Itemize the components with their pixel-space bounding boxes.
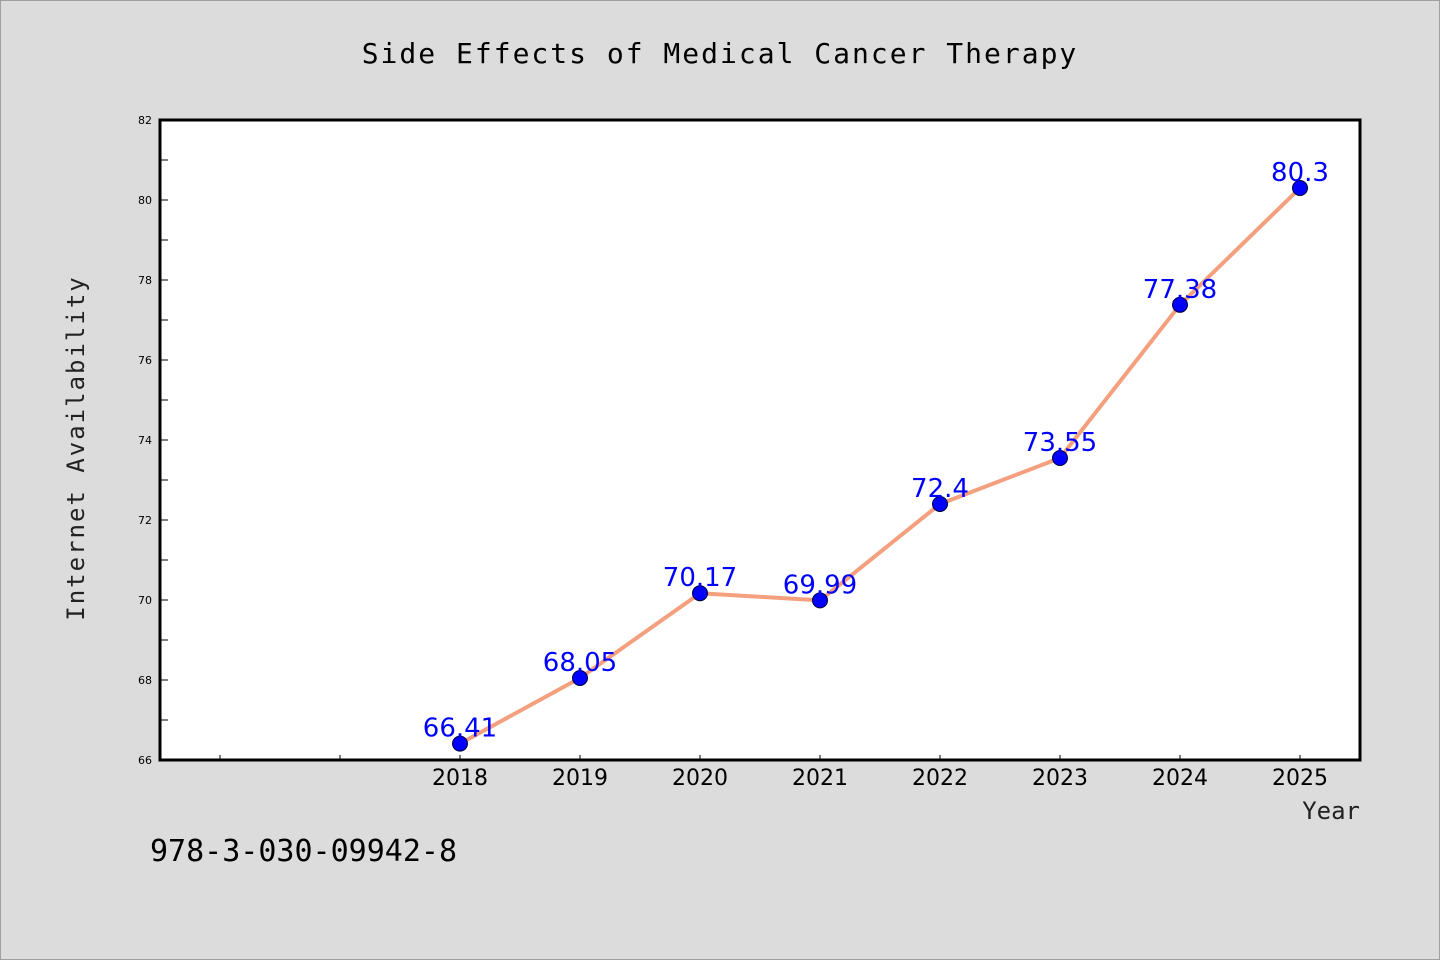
isbn-note: 978-3-030-09942-8 (150, 834, 458, 869)
x-tick-label: 2023 (1032, 766, 1088, 791)
data-label: 66.41 (423, 714, 497, 744)
x-axis-label: Year (1302, 797, 1360, 825)
x-tick-label: 2024 (1152, 766, 1208, 791)
y-tick-label: 72 (138, 514, 152, 527)
x-tick-label: 2025 (1272, 766, 1328, 791)
data-point (452, 735, 468, 752)
x-tick-label: 2019 (552, 766, 608, 791)
plot-area (158, 118, 1362, 762)
data-point (1292, 180, 1308, 196)
data-point (932, 496, 948, 512)
data-point (812, 592, 828, 609)
data-label: 77.38 (1143, 275, 1217, 305)
data-point (692, 585, 708, 602)
series-layer: 66.41 68.05 70.17 69.99 72.4 73.55 77.38 80.3 (423, 158, 1329, 752)
data-label: 68.05 (543, 648, 617, 678)
data-label: 73.55 (1023, 428, 1097, 458)
y-tick-label: 80 (138, 194, 152, 207)
data-label: 80.3 (1271, 158, 1329, 188)
data-label: 69.99 (783, 570, 857, 600)
x-axis: 2018 2019 2020 2021 2022 2023 2024 2025 (219, 755, 1328, 791)
data-label: 70.17 (663, 563, 737, 593)
y-axis: 66 68 70 72 74 76 78 80 82 (138, 114, 168, 767)
y-tick-label: 76 (138, 354, 152, 367)
x-tick-label: 2018 (432, 766, 488, 791)
y-axis-label: Internet Availability (62, 275, 90, 620)
x-tick-label: 2022 (912, 766, 968, 791)
data-label: 72.4 (911, 474, 969, 504)
data-point (1052, 450, 1068, 466)
y-tick-label: 74 (138, 434, 152, 447)
chart-title: Side Effects of Medical Cancer Therapy (362, 37, 1079, 70)
y-tick-label: 66 (138, 754, 152, 767)
x-tick-label: 2021 (792, 766, 848, 791)
data-point (572, 670, 588, 686)
y-tick-label: 82 (138, 114, 152, 127)
y-tick-label: 78 (138, 274, 152, 287)
y-tick-label: 70 (138, 594, 152, 607)
data-point (1172, 296, 1188, 313)
series-line (459, 186, 1302, 746)
y-tick-label: 68 (138, 674, 152, 687)
x-tick-label: 2020 (672, 766, 728, 791)
